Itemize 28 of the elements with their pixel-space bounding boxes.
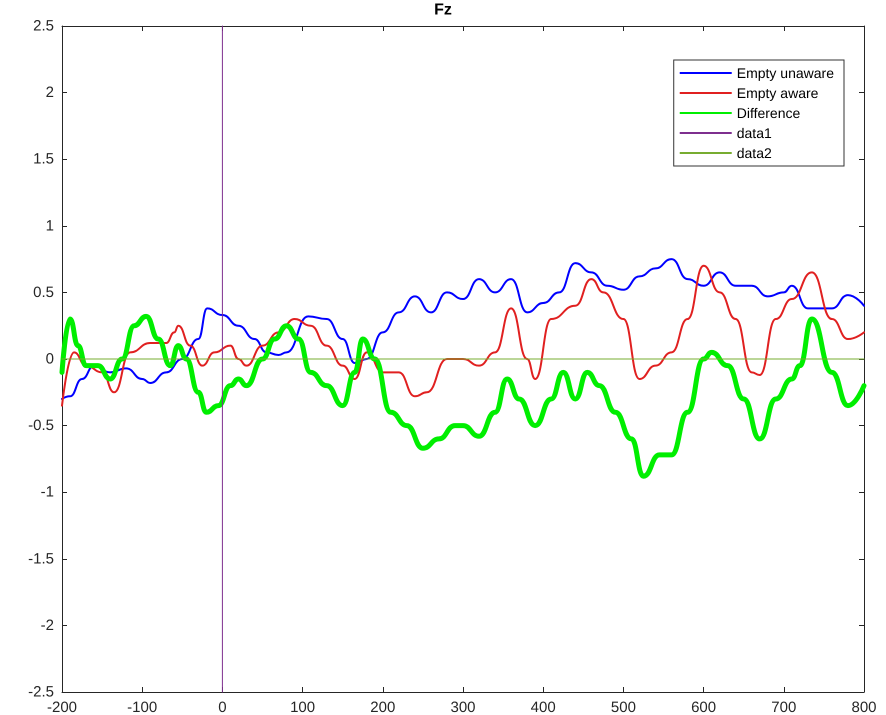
x-tick-label: 700 [771, 699, 796, 715]
x-tick-label: -100 [127, 699, 158, 715]
y-tick-label: 2.5 [33, 18, 54, 34]
x-tick-label: 500 [610, 699, 636, 715]
y-tick-label: -2 [40, 616, 54, 634]
legend-label: Empty aware [736, 85, 819, 101]
y-tick-label: -1.5 [28, 550, 54, 568]
legend-label: data1 [736, 125, 772, 141]
y-tick-label: 1 [46, 217, 54, 234]
x-tick-label: 0 [218, 699, 227, 715]
y-tick-label: 1.5 [33, 150, 54, 168]
x-tick-label: 400 [530, 699, 556, 715]
y-tick-label: -2.5 [28, 684, 54, 700]
legend-label: data2 [736, 145, 772, 161]
legend-label: Empty unaware [736, 65, 834, 81]
y-tick-label: 0.5 [33, 284, 54, 301]
y-tick-label: 0 [46, 350, 54, 368]
x-tick-label: -200 [46, 699, 78, 715]
chart-title: Fz [434, 2, 452, 18]
y-tick-label: -1 [40, 484, 54, 501]
x-tick-label: 600 [691, 699, 716, 715]
y-tick-label: 2 [46, 84, 54, 102]
y-tick-label: -0.5 [28, 417, 54, 434]
x-tick-label: 100 [290, 699, 316, 715]
x-tick-label: 800 [851, 699, 877, 715]
x-tick-label: 300 [450, 699, 476, 715]
x-tick-label: 200 [370, 699, 396, 715]
legend-label: Difference [736, 105, 800, 121]
